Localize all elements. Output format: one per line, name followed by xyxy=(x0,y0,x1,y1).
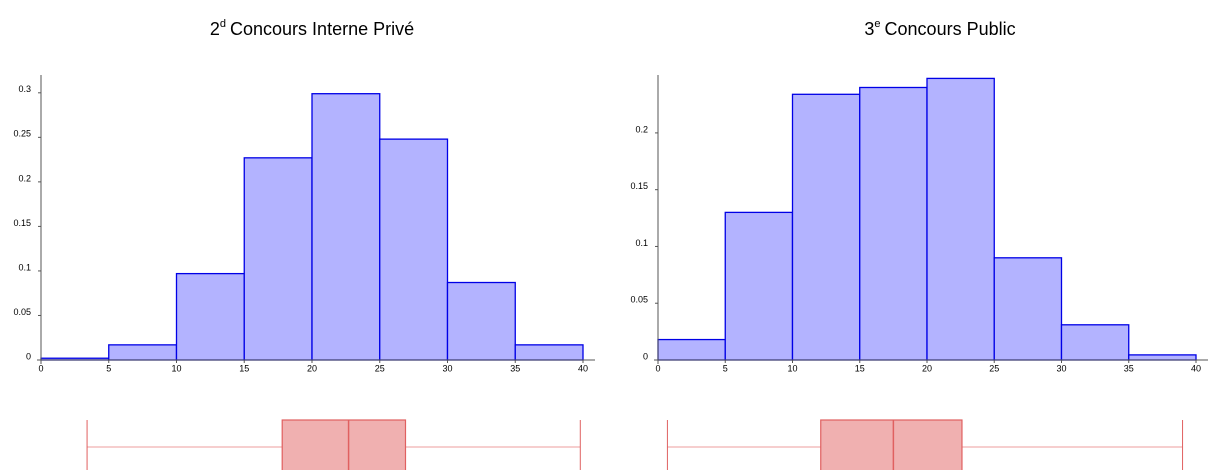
bar xyxy=(1128,354,1197,361)
y-tick-label: 0.3 xyxy=(18,84,31,94)
bar xyxy=(993,257,1063,361)
bar xyxy=(243,157,313,361)
x-tick-label: 10 xyxy=(171,363,181,373)
x-tick-label: 20 xyxy=(307,363,317,373)
y-tick-label: 0.2 xyxy=(635,124,648,134)
x-tick-label: 25 xyxy=(989,363,999,373)
bar xyxy=(724,211,794,361)
y-tick-label: 0.2 xyxy=(18,173,31,183)
title-number: 2 xyxy=(210,19,220,39)
box xyxy=(820,419,963,470)
title-number: 3 xyxy=(864,19,874,39)
x-tick-label: 0 xyxy=(38,363,43,373)
bar xyxy=(657,338,726,361)
chart-title: 2d Concours Interne Privé xyxy=(210,18,414,39)
x-tick-label: 15 xyxy=(239,363,249,373)
title-text: Concours Public xyxy=(885,19,1016,39)
x-tick-label: 40 xyxy=(578,363,588,373)
x-tick-label: 30 xyxy=(442,363,452,373)
chart-title: 3e Concours Public xyxy=(864,18,1015,39)
box xyxy=(281,419,407,470)
x-tick-label: 35 xyxy=(510,363,520,373)
bar xyxy=(175,272,245,361)
title-text: Concours Interne Privé xyxy=(230,19,414,39)
bar xyxy=(926,77,995,361)
y-tick-label: 0.15 xyxy=(630,181,648,191)
bar xyxy=(791,93,861,361)
bar xyxy=(311,93,381,361)
y-tick-label: 0.15 xyxy=(13,218,31,228)
x-tick-label: 15 xyxy=(855,363,865,373)
x-tick-label: 5 xyxy=(723,363,728,373)
y-tick-label: 0.05 xyxy=(630,295,648,305)
bar xyxy=(379,138,449,361)
y-tick-label: 0 xyxy=(26,351,31,361)
bar xyxy=(446,281,516,361)
bar xyxy=(108,344,178,361)
x-tick-label: 35 xyxy=(1124,363,1134,373)
bar xyxy=(514,344,584,361)
x-tick-label: 25 xyxy=(375,363,385,373)
y-tick-label: 0.1 xyxy=(18,262,31,272)
x-tick-label: 30 xyxy=(1056,363,1066,373)
title-superscript: e xyxy=(874,18,880,30)
y-tick-label: 0 xyxy=(643,351,648,361)
x-tick-label: 0 xyxy=(655,363,660,373)
bar xyxy=(1060,324,1130,361)
y-tick-label: 0.05 xyxy=(13,307,31,317)
title-superscript: d xyxy=(220,18,226,30)
y-tick-label: 0.25 xyxy=(13,129,31,139)
y-tick-label: 0.1 xyxy=(635,238,648,248)
x-tick-label: 5 xyxy=(106,363,111,373)
bar xyxy=(859,86,928,361)
x-tick-label: 10 xyxy=(787,363,797,373)
x-tick-label: 40 xyxy=(1191,363,1201,373)
x-tick-label: 20 xyxy=(922,363,932,373)
